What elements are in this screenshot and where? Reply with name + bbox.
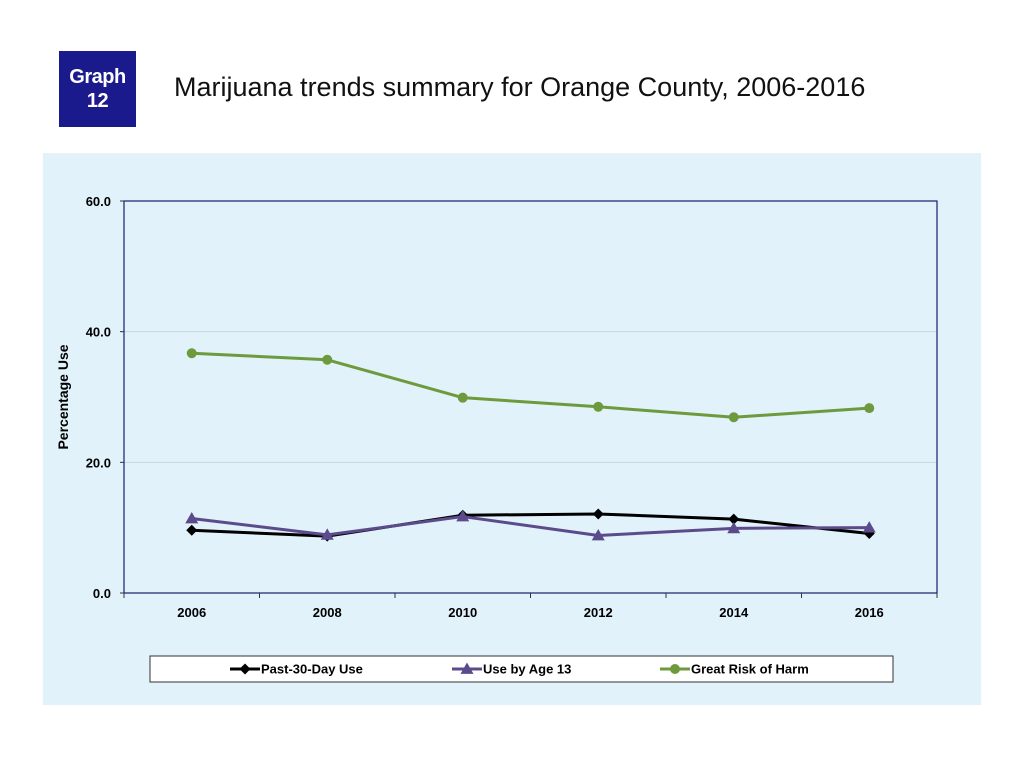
data-point-past-30-day-use bbox=[186, 524, 198, 536]
line-chart: 0.0 20.0 40.0 60.0 2006 2008 2010 2012 2014 2016 P… bbox=[55, 194, 938, 683]
data-point-great-risk-of-harm bbox=[186, 348, 197, 359]
legend-label-great-risk-of-harm: Great Risk of Harm bbox=[691, 662, 809, 677]
data-point-use-by-age-13 bbox=[320, 528, 334, 540]
badge-label: Graph bbox=[69, 66, 126, 88]
data-point-great-risk-of-harm bbox=[864, 403, 875, 414]
data-point-use-by-age-13 bbox=[456, 510, 470, 522]
legend-label-past-30-day-use: Past-30-Day Use bbox=[261, 662, 363, 677]
data-point-use-by-age-13 bbox=[185, 512, 199, 524]
x-tick-label: 2012 bbox=[584, 605, 613, 620]
legend-marker-great-risk-of-harm bbox=[670, 664, 680, 674]
data-point-past-30-day-use bbox=[592, 508, 604, 520]
badge-number: 12 bbox=[86, 90, 109, 112]
page-title: Marijuana trends summary for Orange Coun… bbox=[174, 72, 866, 102]
legend-marker-past-30-day-use bbox=[239, 663, 251, 675]
chart-panel: 0.0 20.0 40.0 60.0 2006 2008 2010 2012 2014 2016 P… bbox=[43, 153, 981, 705]
y-tick-label: 20.0 bbox=[86, 455, 111, 470]
y-axis-label: Percentage Use bbox=[55, 344, 71, 449]
legend-label-use-by-age-13: Use by Age 13 bbox=[483, 662, 571, 677]
legend-marker-use-by-age-13 bbox=[460, 662, 474, 674]
x-tick-label: 2016 bbox=[855, 605, 884, 620]
series-line-use-by-age-13 bbox=[191, 515, 870, 538]
data-point-use-by-age-13 bbox=[727, 521, 741, 534]
x-tick-label: 2006 bbox=[177, 605, 206, 620]
data-point-great-risk-of-harm bbox=[457, 392, 468, 403]
data-point-past-30-day-use bbox=[863, 528, 875, 540]
y-tick-label: 0.0 bbox=[93, 586, 111, 601]
data-point-use-by-age-13 bbox=[862, 521, 876, 533]
y-tick-label: 40.0 bbox=[86, 325, 111, 340]
y-tick-label: 60.0 bbox=[86, 194, 111, 209]
x-tick-label: 2008 bbox=[313, 605, 342, 620]
x-tick-label: 2010 bbox=[448, 605, 477, 620]
data-point-great-risk-of-harm bbox=[728, 412, 739, 423]
x-tick-label: 2014 bbox=[719, 605, 749, 620]
series-line-past-30-day-use bbox=[191, 512, 870, 538]
graph-number-badge: Graph 12 bbox=[59, 51, 136, 127]
plot-area bbox=[124, 201, 937, 593]
data-point-great-risk-of-harm bbox=[322, 354, 333, 365]
series-line-great-risk-of-harm bbox=[191, 351, 870, 419]
data-point-use-by-age-13 bbox=[591, 529, 605, 541]
data-point-great-risk-of-harm bbox=[593, 401, 604, 412]
legend-box bbox=[149, 655, 894, 683]
data-point-past-30-day-use bbox=[728, 513, 740, 525]
